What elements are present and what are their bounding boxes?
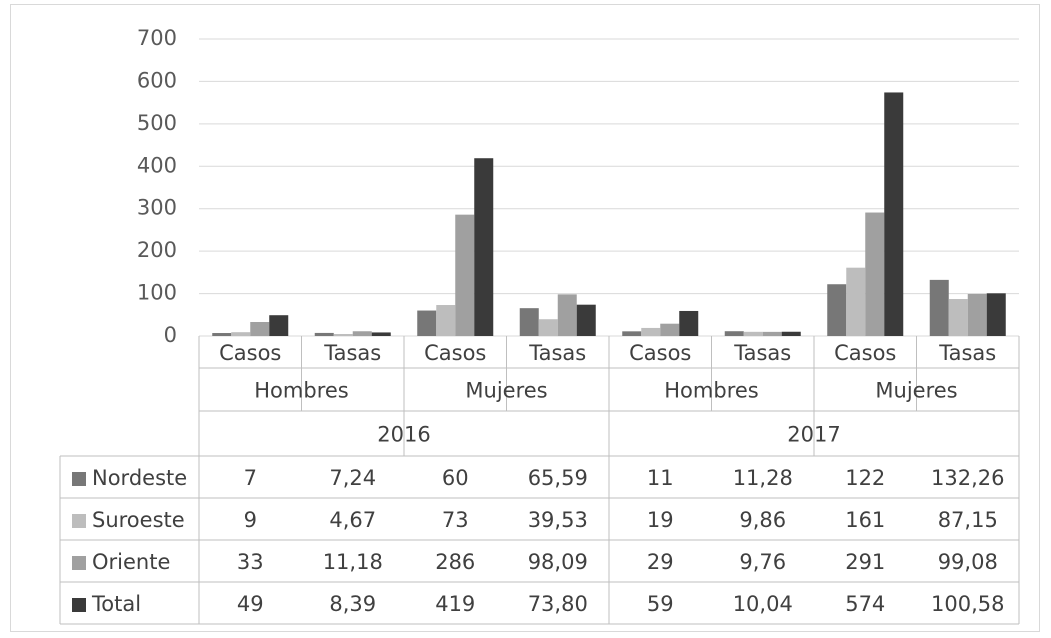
category-label-5: Casos (629, 341, 691, 365)
bar-suroeste-5 (641, 327, 661, 336)
data-cell-suroeste-5: 19 (647, 508, 674, 532)
sex-label-2016-mujeres: Mujeres (465, 379, 547, 403)
data-cell-suroeste-7: 161 (845, 508, 885, 532)
legend-key-nordeste (72, 472, 86, 486)
year-label-2017: 2017 (787, 423, 840, 447)
data-cell-total-5: 59 (647, 592, 674, 616)
data-cell-nordeste-1: 7 (244, 466, 257, 490)
legend-key-total (72, 598, 86, 612)
data-cell-oriente-2: 11,18 (323, 550, 383, 574)
bar-total-8 (986, 293, 1006, 336)
data-cell-oriente-7: 291 (845, 550, 885, 574)
data-cell-suroeste-1: 9 (244, 508, 257, 532)
legend-key-suroeste (72, 514, 86, 528)
bar-oriente-7 (865, 212, 885, 336)
data-cell-nordeste-8: 132,26 (931, 466, 1004, 490)
category-label-1: Casos (219, 341, 281, 365)
year-label-2016: 2016 (377, 423, 430, 447)
bar-total-3 (474, 158, 494, 336)
bar-oriente-6 (762, 331, 782, 336)
bar-total-4 (576, 304, 596, 336)
category-label-8: Tasas (938, 341, 996, 365)
category-label-4: Tasas (528, 341, 586, 365)
data-cell-nordeste-4: 65,59 (528, 466, 588, 490)
data-cell-oriente-3: 286 (435, 550, 475, 574)
bar-oriente-3 (455, 214, 475, 336)
sex-label-2017-mujeres: Mujeres (875, 379, 957, 403)
data-cell-suroeste-8: 87,15 (938, 508, 998, 532)
chart-frame: 0 100 200 300 400 500 600 700 Casos Tasas Casos Tas… (10, 4, 1040, 632)
bar-suroeste-2 (333, 334, 353, 336)
data-cell-nordeste-2: 7,24 (329, 466, 376, 490)
data-cell-total-4: 73,80 (528, 592, 588, 616)
data-cell-oriente-5: 29 (647, 550, 674, 574)
y-tick-label-0: 0 (164, 323, 177, 347)
bar-suroeste-8 (948, 299, 968, 336)
bar-nordeste-8 (929, 279, 949, 336)
bar-nordeste-7 (827, 284, 847, 336)
bar-suroeste-4 (538, 319, 558, 336)
data-cell-total-6: 10,04 (733, 592, 793, 616)
legend-label-suroeste: Suroeste (92, 508, 185, 532)
category-label-2: Tasas (323, 341, 381, 365)
data-cell-total-7: 574 (845, 592, 885, 616)
legend-label-total: Total (91, 592, 141, 616)
data-cell-total-1: 49 (237, 592, 264, 616)
data-cell-suroeste-2: 4,67 (329, 508, 376, 532)
data-cell-nordeste-6: 11,28 (733, 466, 793, 490)
category-label-3: Casos (424, 341, 486, 365)
data-cell-total-8: 100,58 (931, 592, 1004, 616)
y-tick-label-500: 500 (137, 111, 177, 135)
data-cell-oriente-1: 33 (237, 550, 264, 574)
bar-nordeste-4 (519, 308, 539, 336)
y-tick-label-100: 100 (137, 281, 177, 305)
y-tick-label-600: 600 (137, 68, 177, 92)
data-cell-total-2: 8,39 (329, 592, 376, 616)
data-cell-oriente-6: 9,76 (739, 550, 786, 574)
bar-suroeste-1 (231, 332, 251, 336)
data-cell-suroeste-6: 9,86 (739, 508, 786, 532)
data-cell-nordeste-3: 60 (442, 466, 469, 490)
legend-label-oriente: Oriente (92, 550, 170, 574)
data-cell-nordeste-5: 11 (647, 466, 674, 490)
bar-chart-with-data-table: 0 100 200 300 400 500 600 700 Casos Tasas Casos Tas… (59, 26, 1020, 625)
sex-label-2017-hombres: Hombres (664, 379, 758, 403)
bar-oriente-1 (250, 321, 270, 336)
bar-total-5 (679, 310, 699, 336)
bar-nordeste-1 (212, 333, 232, 336)
bar-suroeste-6 (743, 331, 763, 336)
data-cell-suroeste-3: 73 (442, 508, 469, 532)
bar-nordeste-2 (314, 332, 334, 336)
legend-key-oriente (72, 556, 86, 570)
legend-label-nordeste: Nordeste (92, 466, 187, 490)
data-cell-total-3: 419 (435, 592, 475, 616)
bar-total-7 (884, 92, 904, 337)
bar-suroeste-3 (436, 305, 456, 336)
data-cell-oriente-4: 98,09 (528, 550, 588, 574)
bar-nordeste-6 (724, 331, 744, 336)
bar-nordeste-3 (417, 310, 437, 336)
bar-total-2 (371, 332, 391, 336)
bar-nordeste-5 (622, 331, 642, 336)
bar-oriente-5 (660, 323, 680, 336)
bar-oriente-8 (967, 293, 987, 336)
y-tick-label-300: 300 (137, 196, 177, 220)
bar-total-1 (269, 315, 289, 336)
bar-suroeste-7 (846, 267, 866, 336)
bar-oriente-4 (557, 294, 577, 336)
bar-oriente-2 (352, 331, 372, 336)
bar-total-6 (781, 331, 801, 336)
data-cell-suroeste-4: 39,53 (528, 508, 588, 532)
category-label-7: Casos (834, 341, 896, 365)
data-cell-oriente-8: 99,08 (938, 550, 998, 574)
y-tick-label-700: 700 (137, 26, 177, 50)
y-tick-label-400: 400 (137, 153, 177, 177)
y-tick-label-200: 200 (137, 238, 177, 262)
category-label-6: Tasas (733, 341, 791, 365)
data-cell-nordeste-7: 122 (845, 466, 885, 490)
sex-label-2016-hombres: Hombres (254, 379, 348, 403)
